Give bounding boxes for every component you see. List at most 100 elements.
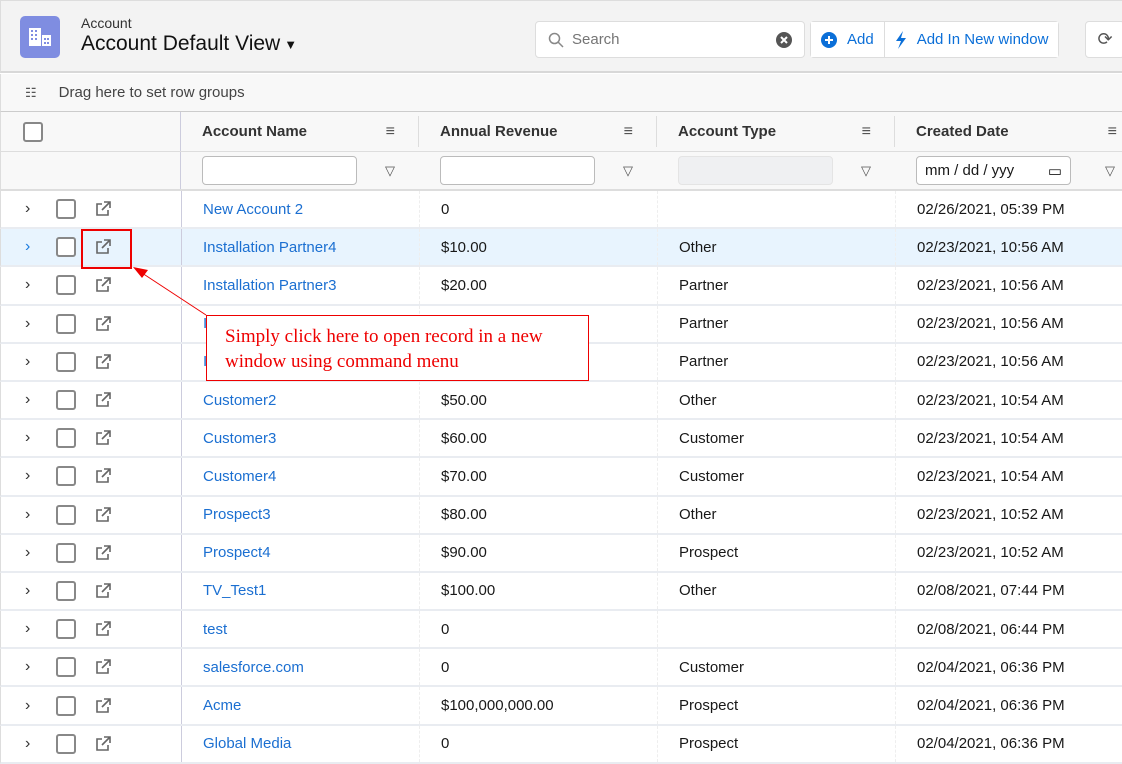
open-in-new-window-icon[interactable] (95, 191, 111, 227)
open-in-new-window-icon[interactable] (95, 382, 111, 418)
account-name-link[interactable]: Prospect4 (181, 534, 419, 571)
open-in-new-window-icon[interactable] (95, 573, 111, 609)
list-view-selector[interactable]: Account Default View ▼ (81, 32, 297, 56)
filter-icon[interactable]: ▽ (623, 162, 633, 178)
table-row[interactable]: › Customer3 $60.00 Customer 02/23/2021, … (0, 420, 1122, 459)
table-row[interactable]: › Acme $100,000,000.00 Prospect 02/04/20… (0, 687, 1122, 726)
row-checkbox[interactable] (56, 619, 76, 640)
row-checkbox[interactable] (56, 657, 76, 678)
table-row[interactable]: › test 0 02/08/2021, 06:44 PM (0, 611, 1122, 650)
search-input[interactable] (572, 31, 776, 48)
account-name-link[interactable]: salesforce.com (181, 649, 419, 686)
expand-chevron-icon[interactable]: › (25, 581, 31, 599)
account-name-link[interactable]: TV_Test1 (181, 572, 419, 610)
table-row[interactable]: › Prospect3 $80.00 Other 02/23/2021, 10:… (0, 496, 1122, 535)
column-menu-icon[interactable]: ≡ (385, 122, 395, 140)
row-checkbox[interactable] (56, 237, 76, 258)
account-name-link[interactable]: Customer3 (181, 420, 419, 457)
open-in-new-window-icon[interactable] (95, 458, 111, 494)
table-row[interactable]: › Customer4 $70.00 Customer 02/23/2021, … (0, 458, 1122, 497)
table-row[interactable]: › Customer2 $50.00 Other 02/23/2021, 10:… (0, 381, 1122, 421)
open-in-new-window-icon[interactable] (95, 420, 111, 456)
refresh-button[interactable]: ⟳ (1085, 21, 1122, 58)
column-header-created-date[interactable]: Created Date ≡ (895, 112, 1122, 151)
account-name-link[interactable]: Customer2 (181, 381, 419, 419)
column-header-account-type[interactable]: Account Type ≡ (657, 112, 895, 151)
created-date-filter-input[interactable]: mm / dd / yyy ▭ (916, 156, 1071, 185)
row-checkbox[interactable] (56, 351, 76, 372)
column-header-account-name[interactable]: Account Name ≡ (181, 112, 419, 151)
open-in-new-window-icon[interactable] (95, 726, 111, 762)
row-checkbox[interactable] (56, 313, 76, 334)
expand-chevron-icon[interactable]: › (25, 200, 31, 218)
expand-chevron-icon[interactable]: › (25, 391, 31, 409)
account-type-cell (657, 191, 895, 228)
expand-chevron-icon[interactable]: › (25, 505, 31, 523)
expand-chevron-icon[interactable]: › (25, 276, 31, 294)
column-menu-icon[interactable]: ≡ (623, 122, 633, 140)
filter-icon[interactable]: ▽ (1105, 162, 1115, 178)
created-date-cell: 02/04/2021, 06:36 PM (895, 687, 1065, 724)
column-menu-icon[interactable]: ≡ (1107, 122, 1117, 140)
open-in-new-window-icon[interactable] (95, 306, 111, 342)
open-in-new-window-icon[interactable] (95, 611, 111, 647)
expand-chevron-icon[interactable]: › (25, 543, 31, 561)
column-menu-icon[interactable]: ≡ (861, 122, 871, 140)
select-all-checkbox[interactable] (23, 121, 43, 142)
expand-chevron-icon[interactable]: › (25, 658, 31, 676)
account-name-link[interactable]: New Account 2 (181, 191, 419, 228)
expand-chevron-icon[interactable]: › (25, 734, 31, 752)
filter-icon[interactable]: ▽ (385, 162, 395, 178)
open-in-new-window-icon[interactable] (95, 535, 111, 571)
add-button[interactable]: Add (811, 22, 885, 57)
clear-search-icon[interactable] (776, 31, 792, 48)
filter-icon[interactable]: ▽ (861, 162, 871, 178)
row-checkbox[interactable] (56, 390, 76, 411)
open-in-new-window-icon[interactable] (95, 267, 111, 303)
table-row[interactable]: › Installation Partner4 $10.00 Other 02/… (0, 229, 1122, 268)
annual-revenue-filter-input[interactable] (440, 156, 595, 185)
row-checkbox[interactable] (56, 466, 76, 487)
table-row[interactable]: › New Account 2 0 02/26/2021, 05:39 PM (0, 191, 1122, 230)
table-row[interactable]: › salesforce.com 0 Customer 02/04/2021, … (0, 649, 1122, 688)
account-name-link[interactable]: I (181, 343, 419, 380)
row-checkbox[interactable] (56, 695, 76, 716)
expand-chevron-icon[interactable]: › (25, 238, 31, 256)
account-name-filter-input[interactable] (202, 156, 357, 185)
open-in-new-window-icon[interactable] (95, 687, 111, 723)
expand-chevron-icon[interactable]: › (25, 696, 31, 714)
table-row[interactable]: › Installation Partner3 $20.00 Partner 0… (0, 267, 1122, 306)
account-name-link[interactable]: Installation Partner4 (181, 229, 419, 266)
account-name-link[interactable]: Customer4 (181, 458, 419, 495)
row-checkbox[interactable] (56, 428, 76, 449)
open-in-new-window-icon[interactable] (95, 649, 111, 685)
expand-chevron-icon[interactable]: › (25, 314, 31, 332)
expand-chevron-icon[interactable]: › (25, 352, 31, 370)
add-in-new-window-button[interactable]: Add In New window (884, 22, 1059, 57)
open-in-new-window-icon[interactable] (95, 344, 111, 380)
expand-chevron-icon[interactable]: › (25, 429, 31, 447)
column-header-annual-revenue[interactable]: Annual Revenue ≡ (419, 112, 657, 151)
expand-chevron-icon[interactable]: › (25, 620, 31, 638)
account-name-link[interactable]: Prospect3 (181, 496, 419, 533)
row-checkbox[interactable] (56, 733, 76, 754)
account-name-link[interactable]: Installation Partner3 (181, 267, 419, 304)
expand-chevron-icon[interactable]: › (25, 467, 31, 485)
row-checkbox[interactable] (56, 275, 76, 296)
account-name-link[interactable]: Global Media (181, 725, 419, 762)
table-row[interactable]: › Prospect4 $90.00 Prospect 02/23/2021, … (0, 534, 1122, 573)
account-name-link[interactable]: Acme (181, 687, 419, 724)
open-in-new-window-icon[interactable] (95, 229, 111, 265)
row-checkbox[interactable] (56, 542, 76, 563)
row-checkbox[interactable] (56, 504, 76, 525)
calendar-icon[interactable]: ▭ (1047, 162, 1062, 180)
open-in-new-window-icon[interactable] (95, 497, 111, 533)
account-name-link[interactable]: test (181, 611, 419, 648)
table-row[interactable]: › TV_Test1 $100.00 Other 02/08/2021, 07:… (0, 572, 1122, 612)
row-checkbox[interactable] (56, 580, 76, 601)
search-box[interactable] (535, 21, 805, 58)
table-row[interactable]: › Global Media 0 Prospect 02/04/2021, 06… (0, 725, 1122, 764)
row-checkbox[interactable] (56, 199, 76, 220)
account-name-link[interactable]: I (181, 305, 419, 342)
row-group-bar[interactable]: ☷ Drag here to set row groups (0, 74, 1122, 112)
